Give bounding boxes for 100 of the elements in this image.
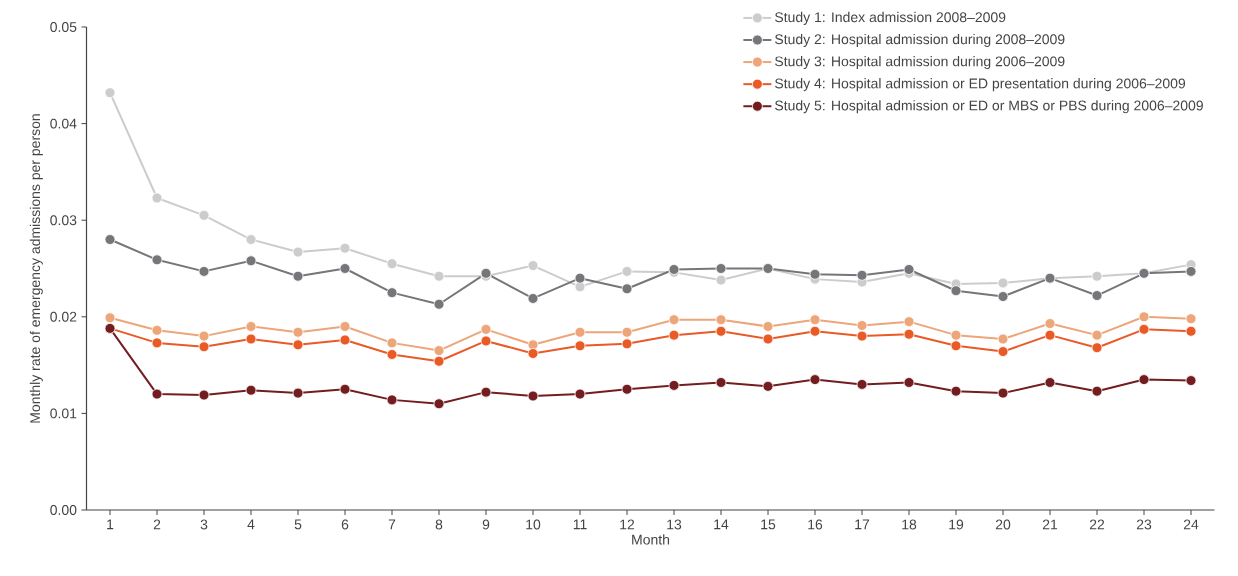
point [433,298,445,310]
point [574,326,586,338]
point [997,333,1009,345]
point [950,285,962,297]
point [433,270,445,282]
x-tick-label: 19 [949,519,964,530]
point [1185,375,1197,386]
point [339,242,351,254]
point [198,209,210,221]
point [621,326,633,338]
point [762,380,774,392]
point [1091,385,1103,397]
point [245,333,257,345]
y-tick-label: 0.03 [50,215,77,226]
point [574,340,586,352]
point [621,283,633,295]
point [1091,329,1103,341]
point [292,339,304,351]
point [151,388,163,400]
point [433,345,445,357]
point [668,379,680,391]
point [198,341,210,353]
point [433,398,445,410]
x-tick-label: 23 [1136,519,1152,530]
point [292,270,304,282]
point [104,234,116,245]
point [903,264,915,275]
x-tick-label: 3 [200,519,208,530]
point [1091,342,1103,354]
x-tick-label: 7 [388,519,396,530]
point [386,287,398,299]
point [527,390,539,402]
legend-label: Study 1: Index admission 2008–2009 [775,11,1006,25]
legend-label: Study 3: Hospital admission during 2006–2009 [775,56,1065,70]
point [574,388,586,400]
x-tick-label: 11 [573,519,587,530]
point [433,355,445,367]
point [1091,290,1103,301]
point [245,321,257,332]
point [809,268,821,280]
x-tick-label: 9 [482,519,490,530]
point [715,263,727,274]
point [668,329,680,341]
x-tick-label: 2 [153,519,161,530]
point [151,254,163,266]
point [1138,374,1150,385]
point [997,277,1009,289]
x-tick-label: 17 [855,519,870,530]
y-tick-label: 0.00 [50,505,77,515]
point [104,312,116,324]
point [809,374,821,385]
point [198,330,210,342]
point [386,258,398,270]
x-tick-label: 13 [667,519,682,530]
x-tick-label: 24 [1183,519,1199,530]
x-tick-label: 4 [247,519,255,530]
point [527,348,539,359]
x-tick-label: 12 [620,519,635,530]
point [151,324,163,336]
x-tick-label: 22 [1089,519,1105,530]
point [950,385,962,397]
x-tick-label: 10 [526,519,541,530]
point [997,387,1009,399]
x-tick-label: 18 [902,519,917,530]
point [1044,318,1056,329]
point [715,314,727,326]
point [1138,323,1150,335]
point [856,269,868,281]
point [480,335,492,347]
point [1138,311,1150,323]
point [198,389,210,401]
point [856,330,868,342]
point [292,246,304,258]
point [480,323,492,335]
point [1185,313,1197,325]
point [903,316,915,328]
point [1044,377,1056,388]
point [621,383,633,395]
point [762,321,774,332]
point [1185,325,1197,337]
point [245,255,257,267]
point [574,272,586,284]
legend-label: Study 5: Hospital admission or ED or MBS or PBS during 2006–2009 [775,100,1203,114]
x-tick-label: 20 [995,519,1011,530]
point [809,314,821,326]
point [1185,265,1197,277]
point [527,260,539,271]
point [856,320,868,331]
point [809,325,821,337]
x-tick-label: 16 [808,519,823,530]
point [997,291,1009,302]
point [1091,270,1103,282]
y-tick-label: 0.05 [50,22,77,32]
point [151,192,163,204]
point [339,383,351,395]
point [386,349,398,360]
point [104,87,116,99]
y-tick-label: 0.01 [50,408,77,419]
point [715,377,727,388]
point [950,340,962,352]
